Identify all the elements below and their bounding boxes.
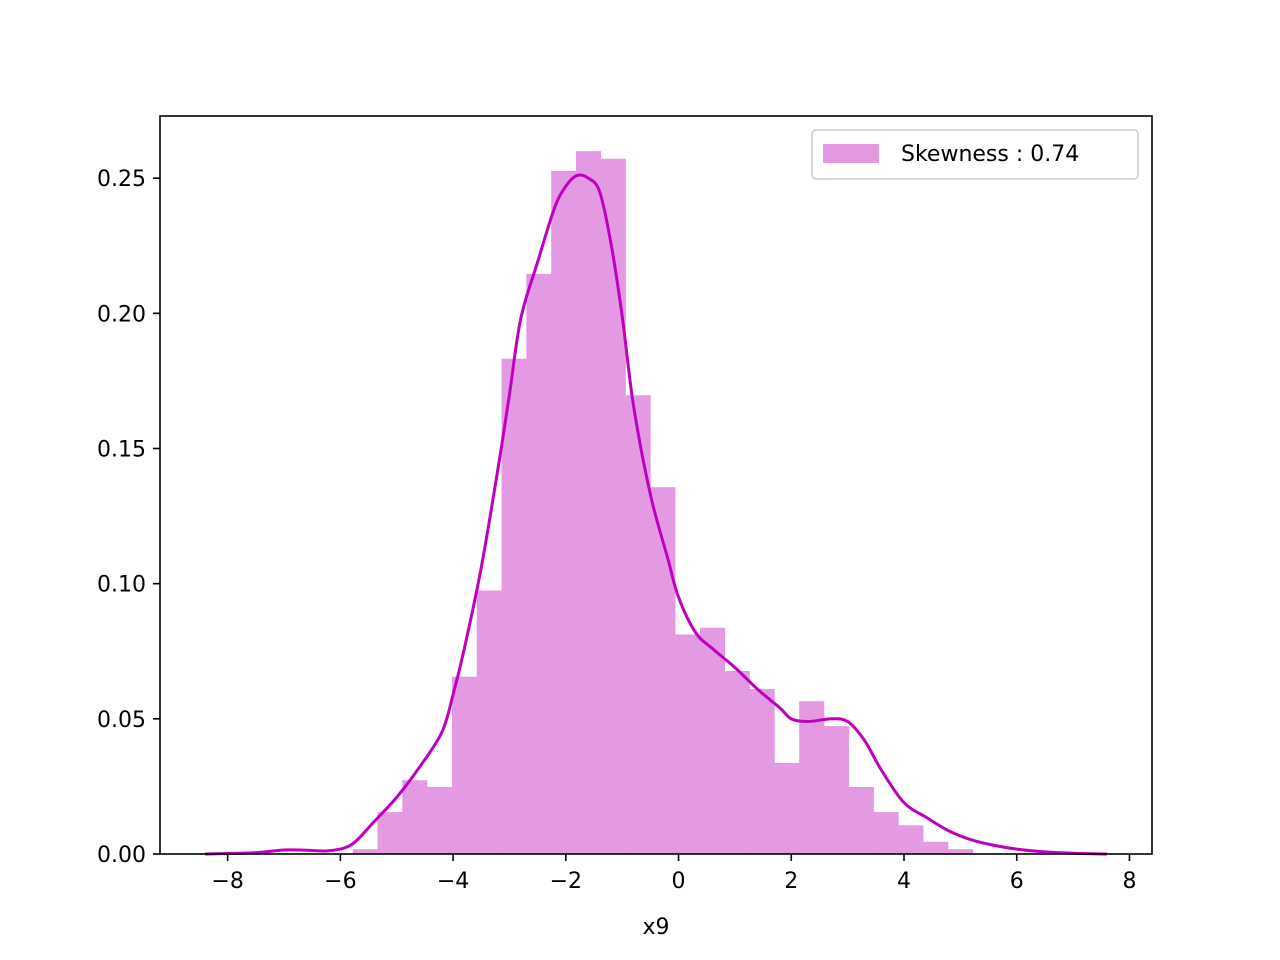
histogram-bar xyxy=(377,812,403,854)
x-tick-label: −2 xyxy=(550,869,582,894)
x-tick-label: 0 xyxy=(672,869,686,894)
y-tick-label: 0.25 xyxy=(97,167,146,192)
legend-swatch xyxy=(823,144,879,163)
histogram-bar xyxy=(625,395,651,854)
histogram-bar xyxy=(476,590,502,854)
histogram-bar xyxy=(551,170,577,854)
plot-area-frame xyxy=(159,115,1153,855)
kde-curve xyxy=(205,173,1107,856)
y-tick-label: 0.00 xyxy=(97,843,146,868)
histogram-bar xyxy=(873,812,899,854)
legend-frame xyxy=(811,129,1139,180)
histogram-bar xyxy=(848,786,874,854)
histogram-bar xyxy=(774,762,800,854)
histogram-bar xyxy=(575,151,602,855)
histogram-bar xyxy=(427,786,453,854)
legend-label: Skewness : 0.74 xyxy=(901,142,1079,167)
x-tick-label: 4 xyxy=(897,869,911,894)
histogram-bar xyxy=(600,158,626,854)
x-tick-label: 6 xyxy=(1010,869,1024,894)
legend: Skewness : 0.74 xyxy=(811,129,1139,180)
y-tick-label: 0.15 xyxy=(97,438,146,463)
x-axis-ticks: −8 −6 −4 −2 0 2 4 6 8 xyxy=(211,854,1136,894)
histogram-bar xyxy=(451,676,478,854)
histogram-bar xyxy=(352,849,378,854)
histogram-bar xyxy=(402,780,428,854)
x-tick-label: 2 xyxy=(784,869,798,894)
histogram-bar xyxy=(923,841,949,854)
histogram-bar xyxy=(724,670,750,854)
y-axis-ticks: 0.00 0.05 0.10 0.15 0.20 0.25 xyxy=(97,167,160,868)
y-tick-label: 0.10 xyxy=(97,573,146,598)
histogram-bar xyxy=(749,689,775,854)
histogram-bar xyxy=(799,701,825,854)
histogram-bar xyxy=(675,634,701,854)
histogram-bar xyxy=(898,825,924,854)
histogram-bar xyxy=(501,358,527,854)
histogram-bar xyxy=(699,627,726,854)
x-tick-label: −6 xyxy=(324,869,356,894)
x-tick-label: 8 xyxy=(1122,869,1136,894)
y-tick-label: 0.05 xyxy=(97,708,146,733)
histogram-bar xyxy=(650,487,676,854)
histogram-bar xyxy=(823,726,850,854)
histogram-bar xyxy=(947,849,974,854)
y-tick-label: 0.20 xyxy=(97,302,146,327)
histogram-bars xyxy=(352,151,974,855)
x-tick-label: −8 xyxy=(211,869,243,894)
x-axis-label: x9 xyxy=(642,915,669,940)
x-tick-label: −4 xyxy=(437,869,469,894)
histogram-bar xyxy=(526,273,552,854)
